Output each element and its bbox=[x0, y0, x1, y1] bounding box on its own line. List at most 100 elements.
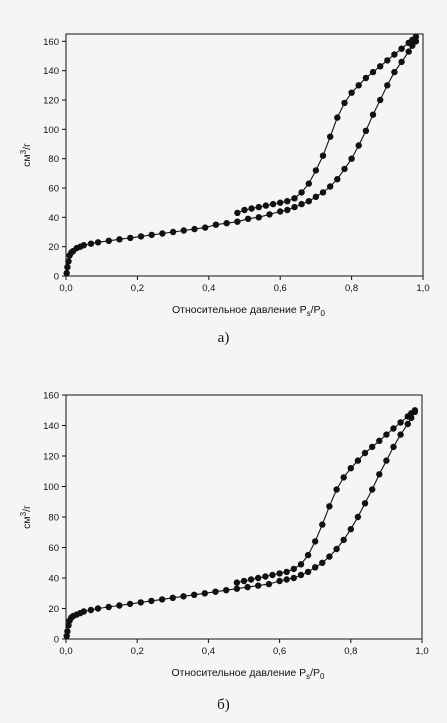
data-point bbox=[305, 180, 312, 187]
data-point bbox=[64, 628, 71, 635]
data-point bbox=[354, 513, 362, 521]
data-point bbox=[305, 198, 312, 205]
data-point bbox=[276, 577, 283, 585]
data-point bbox=[148, 597, 155, 605]
x-tick-label: 0,2 bbox=[131, 646, 144, 657]
data-point bbox=[169, 594, 176, 601]
data-point bbox=[241, 206, 248, 214]
data-point bbox=[391, 68, 398, 76]
y-tick-label: 120 bbox=[43, 452, 59, 463]
data-point bbox=[390, 425, 397, 432]
data-point bbox=[269, 571, 276, 579]
data-point bbox=[362, 74, 370, 82]
data-point bbox=[327, 183, 334, 190]
data-point bbox=[169, 228, 177, 236]
data-point bbox=[361, 500, 369, 507]
data-point bbox=[312, 564, 319, 571]
data-point bbox=[137, 233, 145, 240]
data-point bbox=[116, 236, 123, 243]
plot-frame bbox=[65, 33, 424, 277]
y-tick-label: 60 bbox=[48, 543, 59, 554]
data-point bbox=[244, 583, 251, 591]
data-point bbox=[383, 431, 390, 438]
data-point bbox=[233, 585, 241, 592]
data-point bbox=[369, 486, 376, 493]
data-point bbox=[87, 240, 95, 247]
caption-b: б) bbox=[217, 697, 230, 713]
data-point bbox=[298, 189, 305, 196]
data-point bbox=[334, 176, 341, 183]
data-point bbox=[348, 89, 355, 96]
data-point bbox=[94, 605, 102, 612]
data-point bbox=[283, 576, 290, 583]
data-point bbox=[354, 457, 362, 464]
data-point bbox=[266, 211, 273, 218]
data-point bbox=[262, 202, 270, 209]
y-tick-label: 140 bbox=[43, 421, 59, 432]
y-tick-label: 40 bbox=[48, 213, 59, 224]
data-point bbox=[304, 568, 312, 576]
data-point bbox=[319, 521, 326, 528]
y-tick-label: 0 bbox=[54, 635, 59, 646]
y-tick-label: 100 bbox=[43, 482, 59, 493]
data-point bbox=[384, 82, 391, 89]
x-tick-label: 0,6 bbox=[273, 646, 286, 657]
y-tick-label: 160 bbox=[43, 37, 59, 48]
data-point bbox=[369, 68, 377, 76]
data-point bbox=[158, 596, 166, 603]
data-point bbox=[191, 591, 198, 598]
data-point bbox=[234, 218, 241, 225]
data-point bbox=[384, 57, 391, 64]
series-line-1 bbox=[237, 36, 417, 214]
y-tick-label: 40 bbox=[48, 574, 59, 585]
y-tick-label: 60 bbox=[48, 184, 59, 195]
data-point bbox=[248, 205, 255, 212]
x-tick-label: 0,8 bbox=[345, 283, 358, 294]
data-point bbox=[63, 269, 70, 277]
data-point bbox=[255, 203, 262, 211]
x-axis-label: Относительное давление Ps/P0 bbox=[172, 304, 326, 318]
data-point bbox=[340, 536, 347, 544]
data-point bbox=[265, 580, 273, 588]
x-tick-label: 0,2 bbox=[131, 283, 144, 294]
data-point bbox=[333, 486, 340, 493]
data-point bbox=[404, 420, 411, 428]
data-point bbox=[290, 574, 297, 582]
data-point bbox=[333, 545, 340, 553]
data-point bbox=[283, 568, 290, 576]
x-tick-label: 1,0 bbox=[416, 283, 429, 294]
data-point bbox=[223, 587, 230, 594]
data-point bbox=[127, 234, 134, 242]
data-point bbox=[341, 165, 348, 173]
data-point bbox=[327, 133, 334, 140]
data-point bbox=[80, 242, 88, 249]
data-point bbox=[398, 45, 405, 52]
data-point bbox=[405, 48, 412, 55]
chart-0: 0 20 40 60 80 100 120 140 160 0,0 0,2 0,4 0,6 0,8 1,0 О… bbox=[19, 33, 430, 318]
x-tick-label: 0,0 bbox=[59, 283, 72, 294]
data-point bbox=[347, 465, 354, 472]
caption-a: а) bbox=[217, 330, 230, 346]
data-point bbox=[369, 443, 376, 451]
data-point bbox=[383, 457, 390, 464]
data-point bbox=[376, 437, 383, 444]
chart-1: 0 20 40 60 80 100 120 140 160 0,0 0,2 0,4 0,6 0,8 1,0 О… bbox=[19, 391, 429, 682]
data-point bbox=[148, 231, 155, 239]
data-point bbox=[390, 443, 397, 451]
y-axis-label: см3/г bbox=[19, 143, 33, 167]
data-point bbox=[362, 127, 370, 134]
data-point bbox=[348, 155, 355, 162]
data-point bbox=[180, 593, 187, 600]
data-point bbox=[262, 573, 269, 580]
data-point bbox=[312, 193, 320, 200]
data-point bbox=[376, 471, 383, 478]
y-tick-label: 80 bbox=[48, 154, 59, 165]
data-point bbox=[105, 237, 113, 244]
y-tick-label: 20 bbox=[48, 242, 59, 253]
data-point bbox=[319, 152, 327, 159]
data-point bbox=[277, 199, 284, 206]
y-tick-label: 160 bbox=[43, 391, 59, 402]
data-point bbox=[255, 214, 262, 221]
